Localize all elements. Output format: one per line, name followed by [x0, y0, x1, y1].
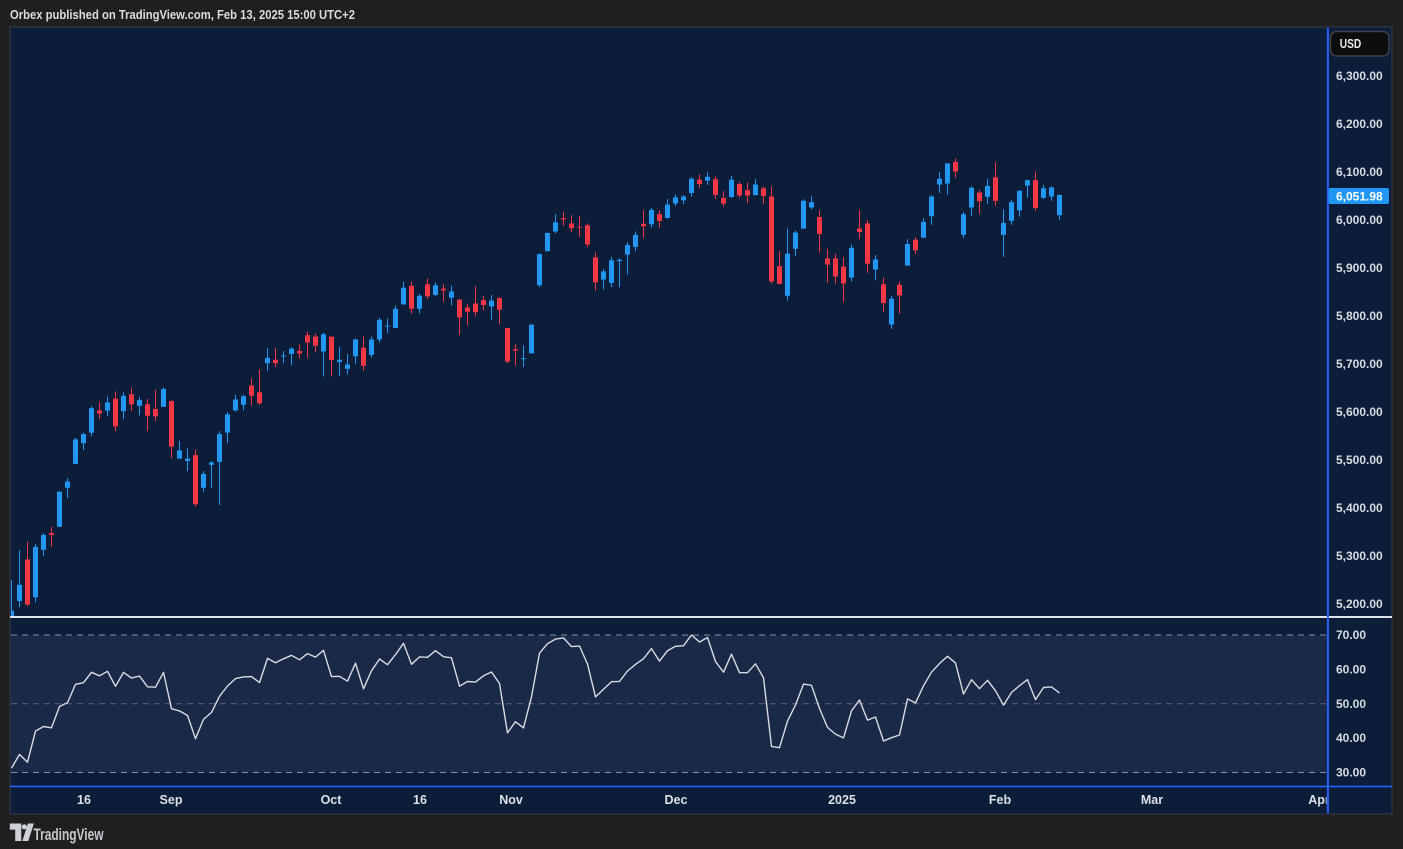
svg-text:2025: 2025	[828, 793, 856, 807]
svg-text:Orbex published on TradingView: Orbex published on TradingView.com, Feb …	[10, 7, 355, 22]
svg-text:Apr: Apr	[1308, 793, 1330, 807]
svg-text:USD: USD	[1340, 36, 1362, 51]
svg-text:Nov: Nov	[499, 793, 523, 807]
svg-text:Feb: Feb	[989, 793, 1012, 807]
svg-text:50.00: 50.00	[1336, 697, 1366, 711]
svg-text:6,051.98: 6,051.98	[1336, 190, 1383, 204]
svg-text:5,900.00: 5,900.00	[1336, 261, 1383, 275]
svg-text:16: 16	[413, 793, 427, 807]
svg-text:5,400.00: 5,400.00	[1336, 501, 1383, 515]
svg-text:16: 16	[77, 793, 91, 807]
svg-text:6,100.00: 6,100.00	[1336, 165, 1383, 179]
svg-text:TradingView: TradingView	[34, 826, 104, 844]
svg-text:60.00: 60.00	[1336, 662, 1366, 676]
svg-text:5,300.00: 5,300.00	[1336, 549, 1383, 563]
svg-text:6,000.00: 6,000.00	[1336, 213, 1383, 227]
svg-text:70.00: 70.00	[1336, 628, 1366, 642]
svg-text:5,500.00: 5,500.00	[1336, 453, 1383, 467]
svg-text:Oct: Oct	[321, 793, 343, 807]
svg-text:5,800.00: 5,800.00	[1336, 309, 1383, 323]
svg-text:Mar: Mar	[1141, 793, 1163, 807]
svg-text:Sep: Sep	[160, 793, 183, 807]
svg-text:6,200.00: 6,200.00	[1336, 117, 1383, 131]
svg-text:5,600.00: 5,600.00	[1336, 405, 1383, 419]
svg-text:5,700.00: 5,700.00	[1336, 357, 1383, 371]
svg-text:5,200.00: 5,200.00	[1336, 597, 1383, 611]
svg-text:40.00: 40.00	[1336, 731, 1366, 745]
svg-text:Dec: Dec	[665, 793, 688, 807]
svg-text:30.00: 30.00	[1336, 766, 1366, 780]
svg-text:6,300.00: 6,300.00	[1336, 69, 1383, 83]
